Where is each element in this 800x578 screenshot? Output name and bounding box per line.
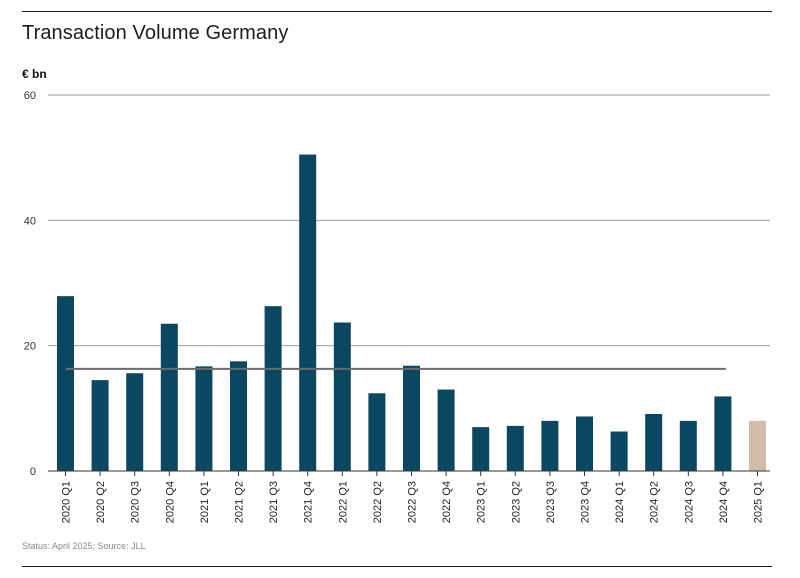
- bar: [230, 361, 247, 471]
- bar: [195, 366, 213, 471]
- bar: [472, 427, 490, 471]
- x-tick-label: 2023 Q4: [580, 481, 592, 523]
- bar: [576, 416, 593, 471]
- bar: [506, 425, 524, 471]
- x-tick-label: 2020 Q1: [61, 481, 73, 523]
- x-tick-label: 2021 Q1: [199, 481, 211, 523]
- source-note: Status: April 2025; Source: JLL: [22, 541, 146, 551]
- x-tick-label: 2020 Q3: [130, 481, 142, 523]
- x-tick-label: 2025 Q1: [753, 481, 765, 523]
- bottom-rule: [22, 566, 772, 567]
- y-axis-unit-label: € bn: [22, 67, 47, 81]
- x-tick-label: 2022 Q3: [407, 481, 419, 523]
- bar: [91, 380, 109, 471]
- x-tick-label: 2022 Q1: [337, 481, 349, 523]
- bar: [679, 420, 697, 471]
- x-tick-label: 2024 Q4: [718, 481, 730, 523]
- bar: [160, 323, 178, 471]
- x-tick-label: 2022 Q4: [441, 481, 453, 523]
- bar: [299, 154, 317, 472]
- y-tick-label: 20: [24, 341, 36, 353]
- bar: [437, 389, 455, 471]
- x-tick-label: 2024 Q3: [683, 481, 695, 523]
- x-tick-label: 2023 Q1: [476, 481, 488, 523]
- bar: [126, 373, 144, 471]
- x-tick-label: 2023 Q3: [545, 481, 557, 523]
- x-tick-label: 2020 Q2: [95, 481, 107, 523]
- bar: [368, 393, 386, 471]
- chart-title: Transaction Volume Germany: [22, 22, 289, 44]
- y-tick-label: 40: [24, 215, 36, 227]
- bar: [714, 396, 732, 471]
- bar: [541, 420, 559, 471]
- x-tick-label: 2021 Q3: [268, 481, 280, 523]
- x-tick-label: 2024 Q1: [614, 481, 626, 523]
- x-tick-label: 2023 Q2: [510, 481, 522, 523]
- bar: [645, 413, 663, 471]
- y-tick-label: 0: [30, 466, 36, 478]
- top-rule: [22, 11, 772, 12]
- bar: [749, 420, 766, 471]
- x-tick-label: 2022 Q2: [372, 481, 384, 523]
- y-tick-label: 60: [24, 90, 36, 102]
- bar: [610, 431, 628, 471]
- x-tick-label: 2021 Q2: [234, 481, 246, 523]
- x-tick-label: 2021 Q4: [303, 481, 315, 523]
- bar: [57, 296, 74, 471]
- x-tick-label: 2020 Q4: [164, 481, 176, 523]
- x-tick-label: 2024 Q2: [649, 481, 661, 523]
- bar: [264, 306, 282, 471]
- bar: [333, 322, 351, 471]
- bar: [403, 365, 420, 471]
